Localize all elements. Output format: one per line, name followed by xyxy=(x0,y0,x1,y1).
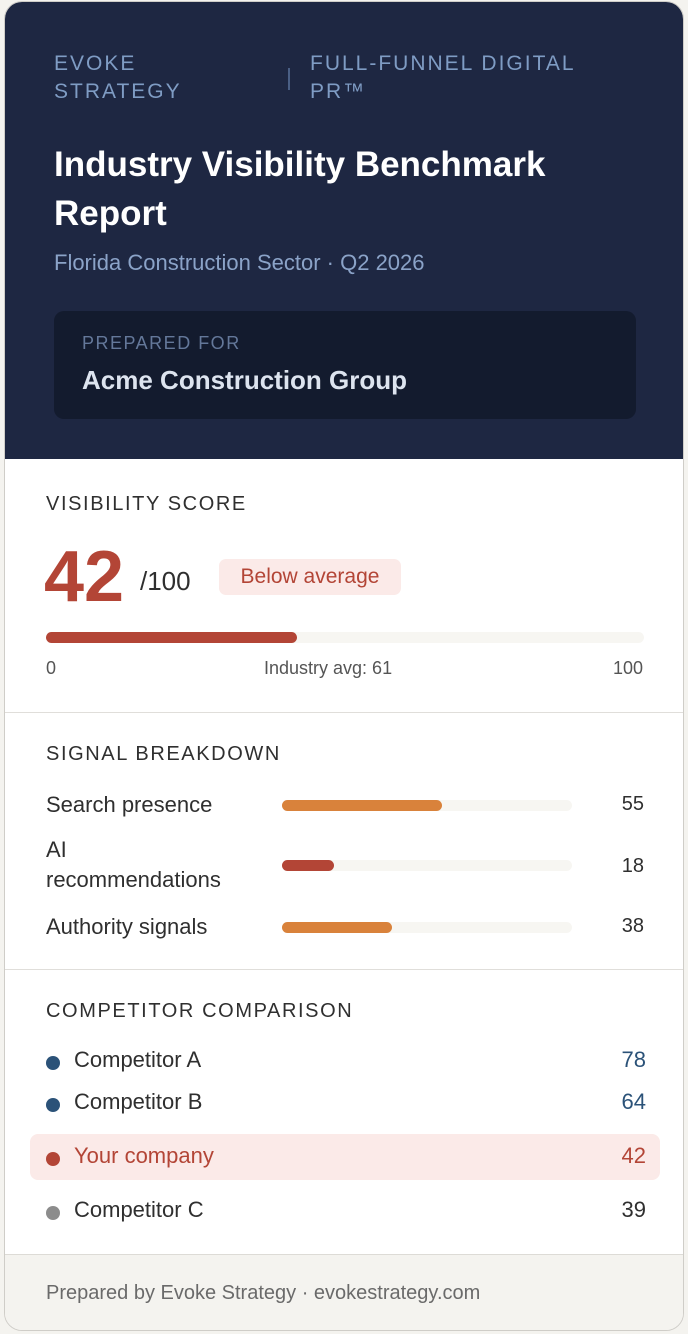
signal-label: AI recommendations xyxy=(46,837,221,892)
brand-name: EVOKE STRATEGY xyxy=(54,52,182,103)
competitor-name: Your company xyxy=(74,1143,214,1168)
competitor-row: Competitor C 39 xyxy=(30,1188,660,1234)
client-name: Acme Construction Group xyxy=(82,365,408,395)
competitor-dot-icon xyxy=(46,1206,60,1220)
brand-separator xyxy=(288,68,290,90)
signal-breakdown-heading: SIGNAL BREAKDOWN xyxy=(46,743,281,765)
competitor-name: Competitor C xyxy=(74,1197,204,1222)
signal-row: AI recommendations 18 xyxy=(46,835,644,895)
industry-average-label: Industry avg: 61 xyxy=(264,658,393,678)
competitor-dot-icon xyxy=(46,1056,60,1070)
signal-label: Authority signals xyxy=(46,914,208,939)
competitor-name: Competitor B xyxy=(74,1089,203,1114)
competitor-score: 42 xyxy=(621,1143,646,1168)
signal-value: 18 xyxy=(621,855,644,877)
competitor-name: Competitor A xyxy=(74,1047,202,1072)
score-bar-track xyxy=(46,632,644,643)
axis-min-label: 0 xyxy=(46,658,57,678)
signal-value: 55 xyxy=(621,793,644,815)
competitor-comparison-heading: COMPETITOR COMPARISON xyxy=(46,1000,354,1022)
signal-bar-fill xyxy=(282,922,393,933)
signal-bar-track xyxy=(282,800,572,811)
signal-bar-track xyxy=(282,922,572,933)
report-header: EVOKE STRATEGY FULL-FUNNEL DIGITAL PR™ I… xyxy=(5,2,683,459)
report-footer: Prepared by Evoke Strategy · evokestrate… xyxy=(5,1254,683,1330)
your-company-row: Your company 42 xyxy=(30,1134,660,1180)
prepared-for-box: PREPARED FOR Acme Construction Group xyxy=(54,311,636,419)
signal-row: Authority signals 38 xyxy=(46,910,644,944)
axis-max-label: 100 xyxy=(612,658,643,678)
section-divider xyxy=(5,969,683,970)
score-value: 42 xyxy=(44,537,125,617)
signal-row: Search presence 55 xyxy=(46,788,644,822)
competitor-dot-icon xyxy=(46,1098,60,1112)
score-bar-fill xyxy=(46,632,298,643)
brand-tagline: FULL-FUNNEL DIGITAL PR™ xyxy=(310,52,575,103)
signal-bar-fill xyxy=(282,800,442,811)
score-max: /100 xyxy=(140,566,191,596)
signal-bar-fill xyxy=(282,860,335,871)
signal-label: Search presence xyxy=(46,792,213,817)
signal-value: 38 xyxy=(621,915,644,937)
visibility-score-heading: VISIBILITY SCORE xyxy=(46,493,247,515)
brand-row: EVOKE STRATEGY FULL-FUNNEL DIGITAL PR™ xyxy=(54,50,634,110)
competitor-score: 64 xyxy=(621,1089,646,1114)
report-title: Industry Visibility Benchmark Report xyxy=(54,145,546,233)
competitor-score: 78 xyxy=(621,1047,646,1072)
competitor-score: 39 xyxy=(621,1197,646,1222)
status-badge: Below average xyxy=(219,559,401,595)
signal-bar-track xyxy=(282,860,572,871)
competitor-row: Competitor B 64 xyxy=(30,1080,660,1126)
section-divider xyxy=(5,712,683,713)
footer-credit: Prepared by Evoke Strategy · evokestrate… xyxy=(46,1282,481,1304)
competitor-dot-icon xyxy=(46,1152,60,1166)
competitor-row: Competitor A 78 xyxy=(30,1038,660,1084)
report-subtitle: Florida Construction Sector · Q2 2026 xyxy=(54,250,425,275)
benchmark-report-card: EVOKE STRATEGY FULL-FUNNEL DIGITAL PR™ I… xyxy=(4,1,684,1331)
prepared-for-label: PREPARED FOR xyxy=(82,333,241,353)
